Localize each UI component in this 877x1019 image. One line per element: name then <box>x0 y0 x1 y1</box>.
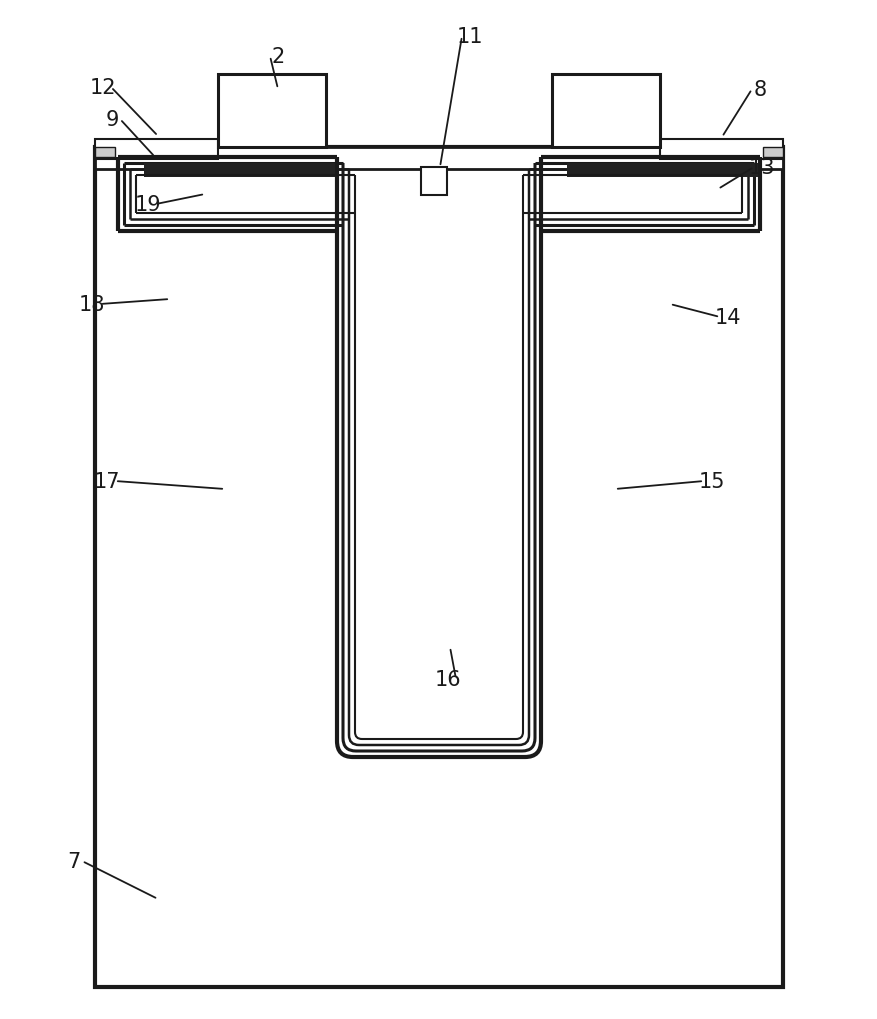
Bar <box>95 148 782 987</box>
Bar <box>762 148 782 158</box>
Text: 18: 18 <box>79 294 105 315</box>
Text: 14: 14 <box>714 308 740 328</box>
Bar <box>142 181 337 231</box>
Text: 16: 16 <box>434 669 460 689</box>
Text: 2: 2 <box>271 47 284 67</box>
Bar <box>217 75 325 148</box>
Text: 9: 9 <box>105 110 118 129</box>
Bar <box>660 140 782 160</box>
Bar <box>420 168 446 196</box>
Text: 15: 15 <box>698 472 724 491</box>
Text: 8: 8 <box>752 79 766 100</box>
Bar <box>95 148 115 158</box>
Text: 13: 13 <box>748 158 774 178</box>
Text: 19: 19 <box>134 195 161 215</box>
Text: 7: 7 <box>68 851 81 871</box>
Bar <box>144 164 335 178</box>
Bar <box>567 164 757 178</box>
Bar <box>95 148 782 170</box>
Bar <box>95 140 217 160</box>
Bar <box>360 181 540 757</box>
Bar <box>565 181 759 231</box>
Text: 12: 12 <box>89 77 116 98</box>
Text: 17: 17 <box>94 472 120 491</box>
Text: 11: 11 <box>456 26 482 47</box>
Bar <box>552 75 660 148</box>
